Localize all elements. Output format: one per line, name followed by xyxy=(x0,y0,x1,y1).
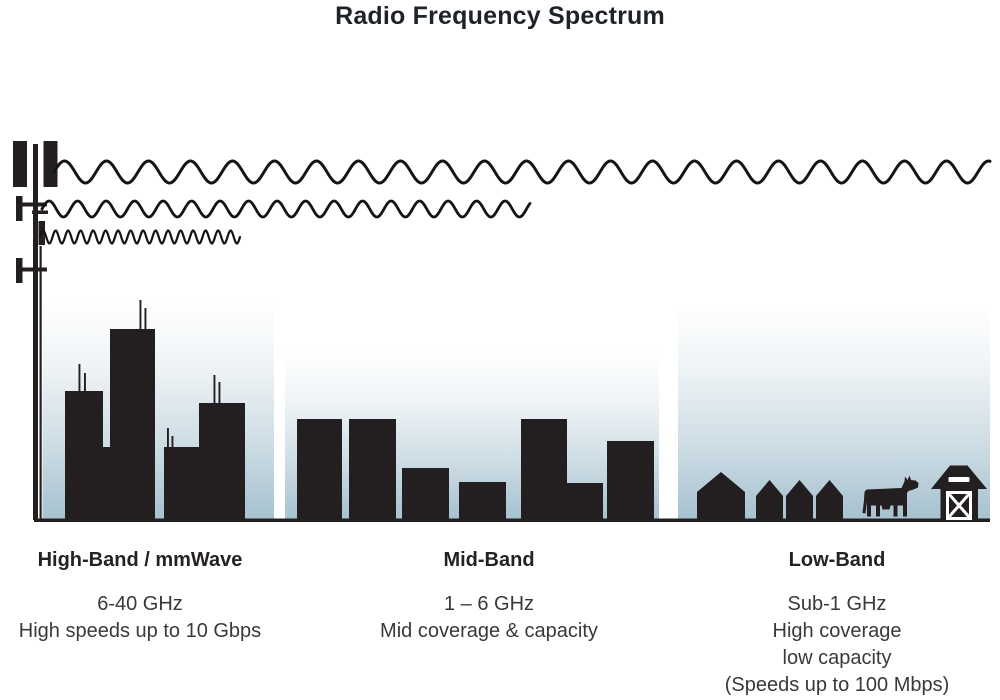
page-title: Radio Frequency Spectrum xyxy=(335,2,665,30)
midrise-building xyxy=(607,441,654,520)
low-frequency-wave xyxy=(52,159,992,185)
mid-band-title: Mid-Band xyxy=(443,549,535,571)
high-band-frequency: 6-40 GHz xyxy=(97,593,183,615)
mid-frequency-wave xyxy=(40,199,532,219)
tower-panel-right xyxy=(43,141,58,187)
high-band-title: High-Band / mmWave xyxy=(37,549,243,571)
tower-crossbar-1 xyxy=(20,202,47,207)
tower-pole xyxy=(33,144,38,520)
ground-line xyxy=(34,518,990,522)
house-silhouette xyxy=(816,480,843,520)
midrise-building xyxy=(567,483,603,520)
mid-band-coverage: Mid coverage & capacity xyxy=(380,620,598,642)
house-silhouette xyxy=(756,480,783,520)
tower-crossbar-1b xyxy=(32,210,48,214)
low-band-capacity: low capacity xyxy=(782,647,892,669)
midrise-building xyxy=(349,419,396,520)
low-band-caption: Low-Band Sub-1 GHz High coverage low cap… xyxy=(697,549,977,699)
barn-door-cross-brace xyxy=(947,492,971,519)
midrise-building xyxy=(297,419,342,520)
low-band-title: Low-Band xyxy=(788,549,886,571)
tower-panel-left xyxy=(13,141,27,187)
low-band-speed: (Speeds up to 100 Mbps) xyxy=(724,674,950,696)
city-building xyxy=(65,391,103,520)
city-building xyxy=(102,447,111,520)
tower-small-panel-3 xyxy=(16,258,23,283)
rooftop-antenna-mast xyxy=(171,436,174,447)
city-building xyxy=(199,403,245,520)
cow-silhouette xyxy=(862,475,919,517)
rooftop-antenna-mast xyxy=(144,308,147,329)
midrise-building xyxy=(459,482,506,520)
mid-band-caption: Mid-Band 1 – 6 GHz Mid coverage & capaci… xyxy=(349,549,629,645)
rooftop-antenna-mast xyxy=(218,382,221,404)
midrise-building xyxy=(521,419,567,520)
tower-pole-line xyxy=(39,246,42,520)
rooftop-antenna-mast xyxy=(139,300,142,329)
house-silhouette xyxy=(697,472,745,520)
spectrum-diagram xyxy=(13,141,992,522)
mid-band-frequency: 1 – 6 GHz xyxy=(443,593,535,615)
rooftop-antenna-mast xyxy=(213,375,216,404)
high-band-speed: High speeds up to 10 Gbps xyxy=(18,620,262,642)
house-silhouette xyxy=(786,480,813,520)
rooftop-antenna-mast xyxy=(84,373,86,391)
high-band-caption: High-Band / mmWave 6-40 GHz High speeds … xyxy=(0,549,280,645)
barn-door-frame xyxy=(946,491,972,520)
low-band-coverage: High coverage xyxy=(772,620,902,642)
tower-crossbar-2 xyxy=(20,267,47,272)
rooftop-antenna-mast xyxy=(167,428,169,447)
low-band-frequency: Sub-1 GHz xyxy=(787,593,887,615)
barn-loft-vent xyxy=(948,477,970,482)
high-frequency-wave xyxy=(38,229,242,245)
tower-small-panel-1 xyxy=(16,196,23,221)
city-building xyxy=(164,447,199,520)
city-building xyxy=(110,329,155,520)
midrise-building xyxy=(402,468,449,520)
rooftop-antenna-mast xyxy=(78,364,81,391)
